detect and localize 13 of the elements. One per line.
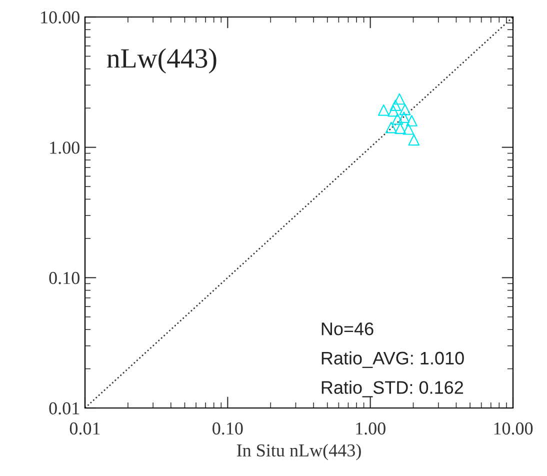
x-tick-label: 0.01	[70, 422, 100, 435]
y-tick-label: 0.10	[49, 272, 80, 284]
x-tick-label: 1.00	[356, 422, 386, 435]
annotation: No=46	[322, 322, 374, 336]
y-tick-label: 10.00	[41, 11, 80, 24]
y-tick-label: 1.00	[50, 142, 80, 154]
y-tick-label: 0.01	[49, 402, 80, 415]
annotation: nLw(443)	[107, 48, 216, 74]
x-tick-label: 0.10	[212, 422, 243, 435]
x-axis-title: In Situ nLw(443)	[236, 444, 361, 460]
annotation: Ratio_STD: 0.162	[322, 380, 464, 398]
x-tick-label: 10.00	[494, 422, 533, 435]
annotation: Ratio_AVG: 1.010	[322, 351, 464, 368]
